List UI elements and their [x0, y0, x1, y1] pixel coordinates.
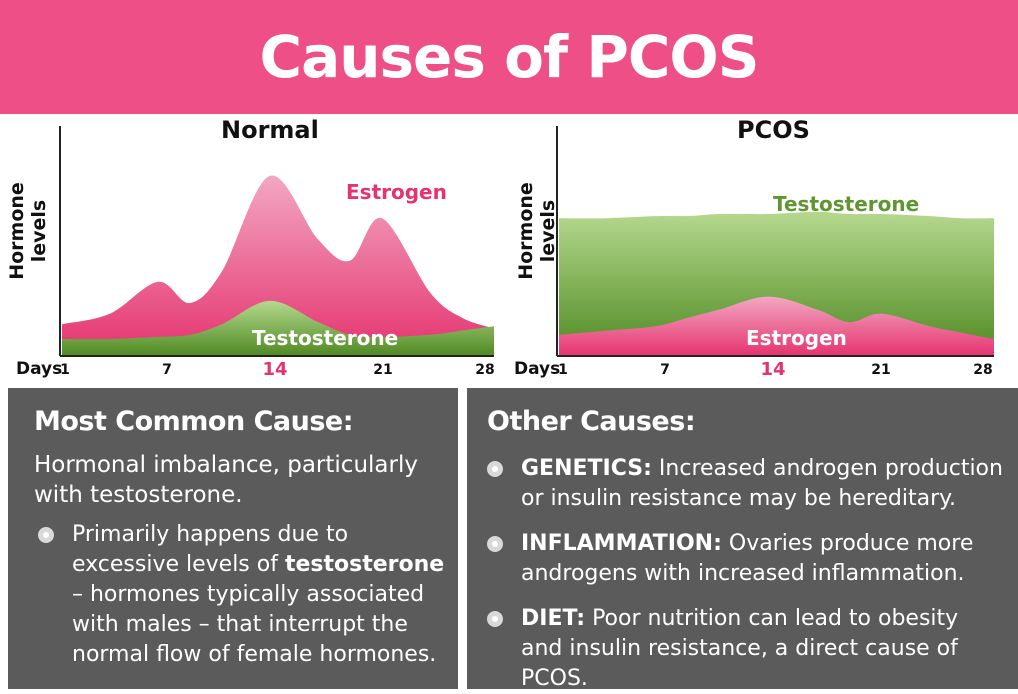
- bullet-icon: [487, 611, 503, 627]
- bullet-icon: [487, 461, 503, 477]
- pcos-chart: PCOS Hormone levels Testosterone Estroge…: [509, 114, 1018, 388]
- pcos-chart-plot: [556, 126, 994, 357]
- pcos-testosterone-label: Testosterone: [773, 192, 920, 216]
- pcos-tick-14: 14: [760, 359, 786, 380]
- page-title: Causes of PCOS: [259, 23, 760, 91]
- most-common-cause-heading: Most Common Cause:: [34, 406, 354, 437]
- pcos-estrogen-label: Estrogen: [746, 326, 847, 350]
- normal-chart-title: Normal: [221, 116, 319, 144]
- bullet-icon: [38, 527, 54, 543]
- normal-estrogen-area: [62, 175, 494, 356]
- pcos-y-axis-label: Hormone levels: [515, 182, 559, 280]
- bullet-text: Primarily happens due to excessive level…: [72, 522, 445, 667]
- pcos-chart-title: PCOS: [737, 116, 810, 144]
- pcos-tick-7: 7: [660, 362, 670, 378]
- testosterone-emphasis: testosterone: [284, 552, 445, 577]
- most-common-cause-panel: Most Common Cause: Hormonal imbalance, p…: [8, 388, 458, 689]
- pcos-x-axis-label: Days: [514, 359, 561, 379]
- other-causes-heading: Other Causes:: [487, 406, 696, 437]
- normal-chart-plot: [59, 126, 494, 357]
- normal-tick-1: 1: [60, 362, 70, 378]
- normal-tick-21: 21: [373, 362, 393, 378]
- pcos-estrogen-area: [559, 296, 994, 356]
- normal-tick-14: 14: [262, 359, 288, 380]
- cause-diet-title: DIET:: [521, 606, 586, 631]
- normal-y-axis-label: Hormone levels: [6, 182, 50, 280]
- normal-tick-28: 28: [475, 362, 495, 378]
- most-common-cause-summary: Hormonal imbalance, particularly with te…: [34, 452, 418, 508]
- normal-tick-7: 7: [162, 362, 172, 378]
- cause-genetics-text: Increased androgen production or insulin…: [521, 456, 1003, 511]
- other-causes-panel: Other Causes: GENETICS: Increased androg…: [467, 388, 1018, 691]
- cause-inflammation-title: INFLAMMATION:: [521, 531, 722, 556]
- bullet-icon: [487, 536, 503, 552]
- normal-chart: Normal Hormone levels Estrogen Testoster…: [0, 114, 509, 388]
- cause-inflammation-text: Ovaries produce more androgens with incr…: [521, 531, 974, 586]
- cause-diet-text: Poor nutrition can lead to obesity and i…: [521, 606, 959, 691]
- pcos-tick-28: 28: [973, 362, 993, 378]
- pcos-tick-1: 1: [558, 362, 568, 378]
- normal-estrogen-label: Estrogen: [346, 180, 447, 204]
- normal-x-axis-label: Days: [16, 359, 63, 379]
- cause-genetics-title: GENETICS:: [521, 456, 652, 481]
- title-banner: Causes of PCOS: [0, 0, 1018, 114]
- pcos-tick-21: 21: [871, 362, 891, 378]
- normal-testosterone-area: [62, 300, 494, 356]
- normal-testosterone-label: Testosterone: [252, 326, 399, 350]
